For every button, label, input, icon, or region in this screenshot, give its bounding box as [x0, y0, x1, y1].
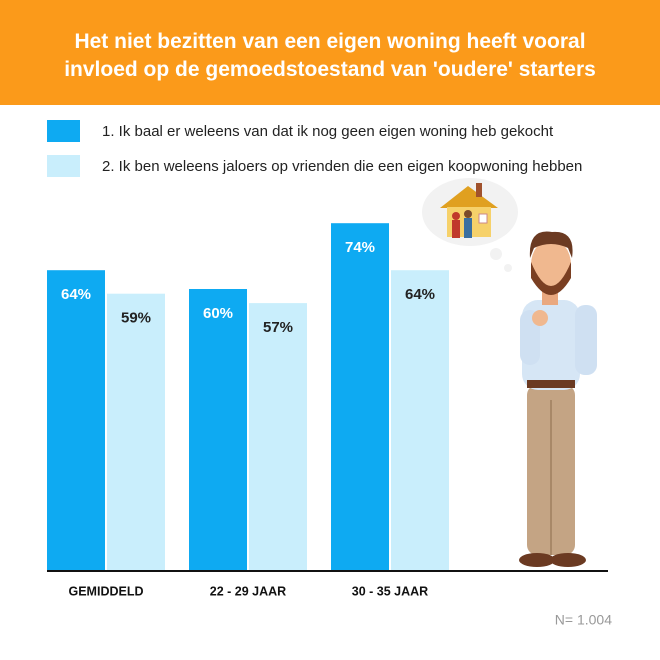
- illustration: [422, 178, 597, 567]
- bar: [189, 289, 247, 571]
- legend-label: 1. Ik baal er weleens van dat ik nog gee…: [102, 123, 554, 140]
- bar: [107, 293, 165, 571]
- chart-title: Het niet bezitten van een eigen woning h…: [64, 30, 596, 81]
- header-band: [0, 0, 660, 105]
- value-label: 60%: [203, 305, 233, 322]
- value-label: 74%: [345, 239, 375, 256]
- bar: [331, 223, 389, 571]
- legend-swatch: [47, 120, 80, 142]
- bar: [47, 270, 105, 571]
- legend-label: 2. Ik ben weleens jaloers op vrienden di…: [102, 158, 582, 175]
- value-label: 64%: [405, 286, 435, 303]
- x-tick-label: GEMIDDELD: [69, 584, 144, 598]
- value-label: 59%: [121, 310, 151, 327]
- value-label: 57%: [263, 319, 293, 336]
- bar: [391, 270, 449, 571]
- x-tick-label: 22 - 29 JAAR: [210, 584, 286, 598]
- x-tick-label: 30 - 35 JAAR: [352, 584, 428, 598]
- sample-note: N= 1.004: [555, 612, 612, 628]
- value-label: 64%: [61, 286, 91, 303]
- bar: [249, 303, 307, 571]
- legend-swatch: [47, 155, 80, 177]
